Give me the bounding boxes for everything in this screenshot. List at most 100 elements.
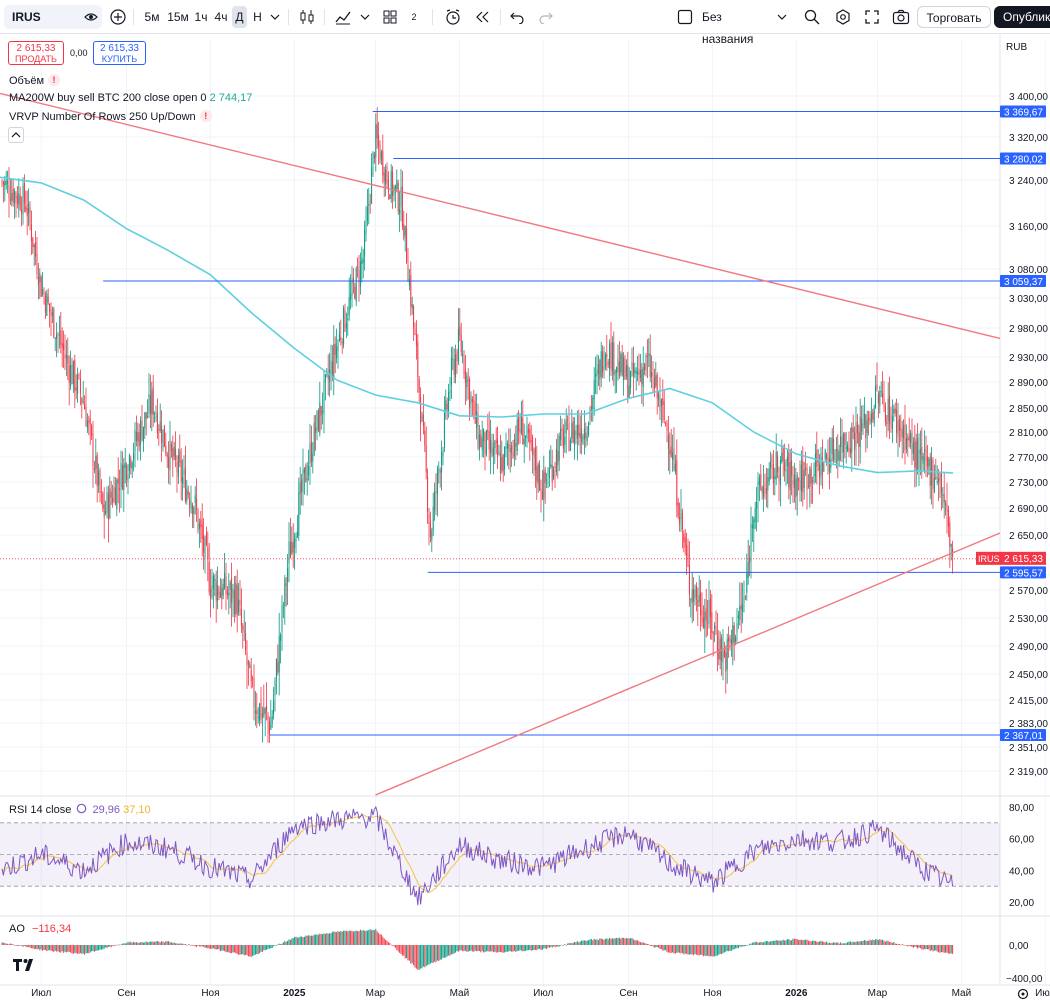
- vrvp-legend[interactable]: VRVP Number Of Rows 250 Up/Down!: [9, 110, 212, 123]
- candle-body: [365, 221, 367, 234]
- ao-bar: [40, 945, 42, 950]
- alert-clock-icon[interactable]: [444, 8, 462, 26]
- candle-body: [768, 468, 770, 482]
- interval-15m[interactable]: 15м: [167, 10, 189, 24]
- ao-bar: [897, 943, 899, 945]
- layout-chevron-icon[interactable]: [777, 13, 787, 21]
- candle-body: [376, 123, 378, 139]
- ao-bar: [198, 945, 200, 947]
- ao-bar: [788, 939, 790, 945]
- candle-body: [638, 368, 640, 375]
- candle-body: [344, 310, 346, 331]
- ao-legend[interactable]: AO −116,34: [9, 923, 71, 935]
- ao-bar: [746, 945, 748, 946]
- rsi-tick-label: 40,00: [1009, 866, 1034, 877]
- volume-warning-icon[interactable]: !: [48, 74, 61, 86]
- ma-legend[interactable]: MA200W buy sell BTC 200 close open 0 2 7…: [9, 92, 252, 104]
- layout-name[interactable]: Без названия: [702, 10, 754, 46]
- candle-body: [897, 420, 899, 438]
- candle-body: [578, 424, 580, 437]
- layouts-count[interactable]: 2: [411, 12, 417, 22]
- ao-bar: [126, 943, 128, 945]
- candle-body: [456, 351, 458, 362]
- interval-1h[interactable]: 1ч: [194, 10, 208, 24]
- candle-body: [397, 182, 399, 212]
- price-chart[interactable]: 3 369,67 3 280,02 3 059,37 2 595,57 2 367,01…: [0, 34, 1050, 1001]
- undo-icon[interactable]: [510, 10, 524, 24]
- fullscreen-icon[interactable]: [864, 9, 880, 25]
- interval-5m[interactable]: 5м: [144, 10, 160, 24]
- settings-gear-icon[interactable]: [834, 8, 852, 26]
- candle-body: [98, 470, 100, 486]
- ao-bar: [274, 945, 276, 946]
- sell-button[interactable]: 2 615,33 ПРОДАТЬ: [8, 41, 64, 65]
- layout-checkbox-icon[interactable]: [677, 9, 693, 25]
- candle-body: [950, 544, 952, 547]
- candle-body: [140, 420, 142, 445]
- ao-bar: [597, 940, 599, 945]
- ao-bar: [590, 939, 592, 945]
- time-tick-label: Ноя: [201, 988, 219, 999]
- candle-body: [233, 589, 235, 615]
- interval-day[interactable]: Д: [232, 6, 247, 28]
- ao-bar: [562, 945, 564, 946]
- ao-bar: [79, 945, 81, 954]
- ao-bar: [771, 941, 773, 945]
- candle-body: [858, 432, 860, 448]
- ao-bar: [567, 943, 569, 945]
- candle-body: [693, 589, 695, 602]
- publish-button[interactable]: Опублико: [994, 6, 1050, 28]
- ao-bar: [141, 942, 143, 945]
- volume-legend[interactable]: Объём!: [9, 74, 61, 87]
- candle-body: [190, 501, 192, 510]
- ao-bar: [117, 944, 119, 946]
- candle-body: [455, 354, 457, 378]
- replay-icon[interactable]: [474, 9, 490, 25]
- candle-body: [5, 180, 7, 186]
- vrvp-warning-icon[interactable]: !: [199, 110, 212, 122]
- snapshot-camera-icon[interactable]: [892, 9, 910, 25]
- ao-bar: [317, 934, 319, 945]
- indicators-chevron-icon[interactable]: [360, 13, 370, 21]
- tradingview-logo-icon[interactable]: [12, 957, 36, 973]
- candle-body: [21, 210, 23, 214]
- ao-bar: [5, 943, 7, 945]
- candle-body: [81, 398, 83, 403]
- ao-bar: [22, 945, 24, 947]
- ao-bar: [557, 945, 559, 947]
- ao-bar: [938, 945, 940, 953]
- candle-body: [331, 361, 333, 376]
- price-tick-label: 2 319,00: [1009, 767, 1048, 778]
- candle-body: [287, 567, 289, 583]
- quick-search-icon[interactable]: [803, 8, 821, 26]
- price-tick-label: 3 080,00: [1009, 265, 1048, 276]
- candle-body: [411, 304, 413, 309]
- candle-body: [743, 597, 745, 603]
- candle-body: [78, 374, 80, 377]
- interval-dropdown-chevron-icon[interactable]: [270, 13, 280, 21]
- watchlist-eye-icon[interactable]: [84, 10, 98, 24]
- candle-body: [226, 590, 228, 595]
- rsi-settings-icon[interactable]: [76, 803, 87, 814]
- candle-body: [463, 356, 465, 375]
- symbol-search[interactable]: IRUS: [4, 5, 102, 29]
- trade-button[interactable]: Торговать: [917, 6, 991, 28]
- buy-button[interactable]: 2 615,33 КУПИТЬ: [93, 41, 146, 65]
- ao-bar: [919, 945, 921, 949]
- redo-icon[interactable]: [539, 10, 553, 24]
- ao-bar: [256, 945, 258, 954]
- interval-week[interactable]: Н: [253, 10, 262, 24]
- legend-collapse-button[interactable]: [8, 127, 24, 143]
- rsi-legend[interactable]: RSI 14 close 29,96 37,10: [9, 803, 151, 816]
- price-tick-label: 2 690,00: [1009, 504, 1048, 515]
- compare-add-icon[interactable]: [110, 9, 126, 25]
- candle-body: [89, 417, 91, 425]
- ao-bar: [807, 940, 809, 945]
- layouts-grid-icon[interactable]: [382, 9, 398, 25]
- timezone-settings-icon[interactable]: [1017, 988, 1029, 1000]
- candle-body: [327, 373, 329, 380]
- ao-bar: [722, 945, 724, 954]
- interval-4h[interactable]: 4ч: [214, 10, 228, 24]
- candles-style-icon[interactable]: [298, 8, 316, 26]
- indicators-icon[interactable]: [334, 8, 352, 26]
